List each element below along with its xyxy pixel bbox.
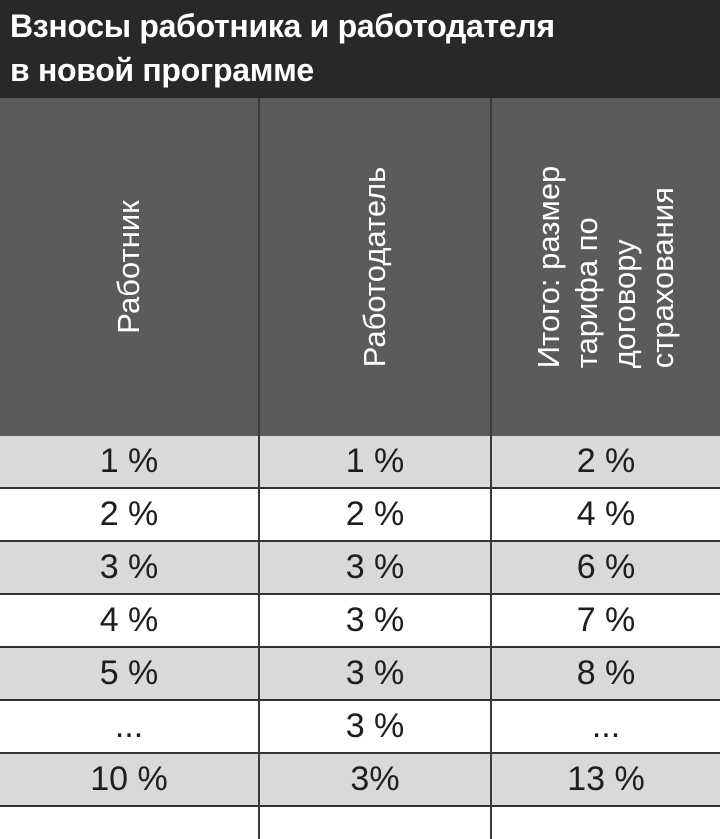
cell-employee: 2 % (99, 495, 159, 533)
column-divider (490, 98, 492, 839)
title-line-1: Взносы работника и работодателя (10, 8, 555, 44)
title-line-2: в новой программе (10, 52, 314, 88)
table-row: 2 % 2 % 4 % (0, 489, 720, 542)
table-header: Работник Работодатель Итого: размер тари… (0, 98, 720, 436)
cell-employee: 1 % (99, 442, 159, 480)
cell-employer: 1 % (345, 442, 405, 480)
cell-employer: 2 % (345, 495, 405, 533)
cell-employee: 10 % (90, 760, 168, 798)
column-divider (258, 98, 260, 839)
header-total: Итого: размер тарифа по договору страхов… (492, 98, 720, 436)
cell-employer: 3 % (345, 654, 405, 692)
cell-employer: 3 % (345, 601, 405, 639)
table-row: ... 3 % ... (0, 701, 720, 754)
header-total-line-4: страхования (645, 187, 680, 369)
cell-total: 2 % (576, 442, 636, 480)
cell-employee: ... (114, 707, 144, 745)
table-row: 3 % 3 % 6 % (0, 542, 720, 595)
table-row: 5 % 3 % 8 % (0, 648, 720, 701)
cell-employer: 3 % (345, 548, 405, 586)
cell-total: 4 % (576, 495, 636, 533)
header-total-line-3: договору (607, 239, 642, 369)
table-row: 1 % 1 % 2 % (0, 436, 720, 489)
cell-total: 6 % (576, 548, 636, 586)
cell-employee: 4 % (99, 601, 159, 639)
cell-employee: 3 % (99, 548, 159, 586)
header-employer: Работодатель (260, 98, 490, 436)
title-bar: Взносы работника и работодателя в новой … (0, 0, 720, 98)
cell-total: 8 % (576, 654, 636, 692)
cell-total: 13 % (567, 760, 645, 798)
header-employer-label: Работодатель (357, 166, 392, 368)
cell-total: ... (591, 707, 621, 745)
table-row: 4 % 3 % 7 % (0, 595, 720, 648)
header-total-line-2: тарифа по (569, 217, 604, 369)
cell-employee: 5 % (99, 654, 159, 692)
cell-employer: 3 % (345, 707, 405, 745)
header-total-line-1: Итого: размер (531, 165, 566, 369)
table-row: 10 % 3% 13 % (0, 754, 720, 807)
header-employee: Работник (0, 98, 258, 436)
cell-employer: 3% (350, 760, 400, 798)
header-employee-label: Работник (111, 200, 146, 334)
cell-total: 7 % (576, 601, 636, 639)
